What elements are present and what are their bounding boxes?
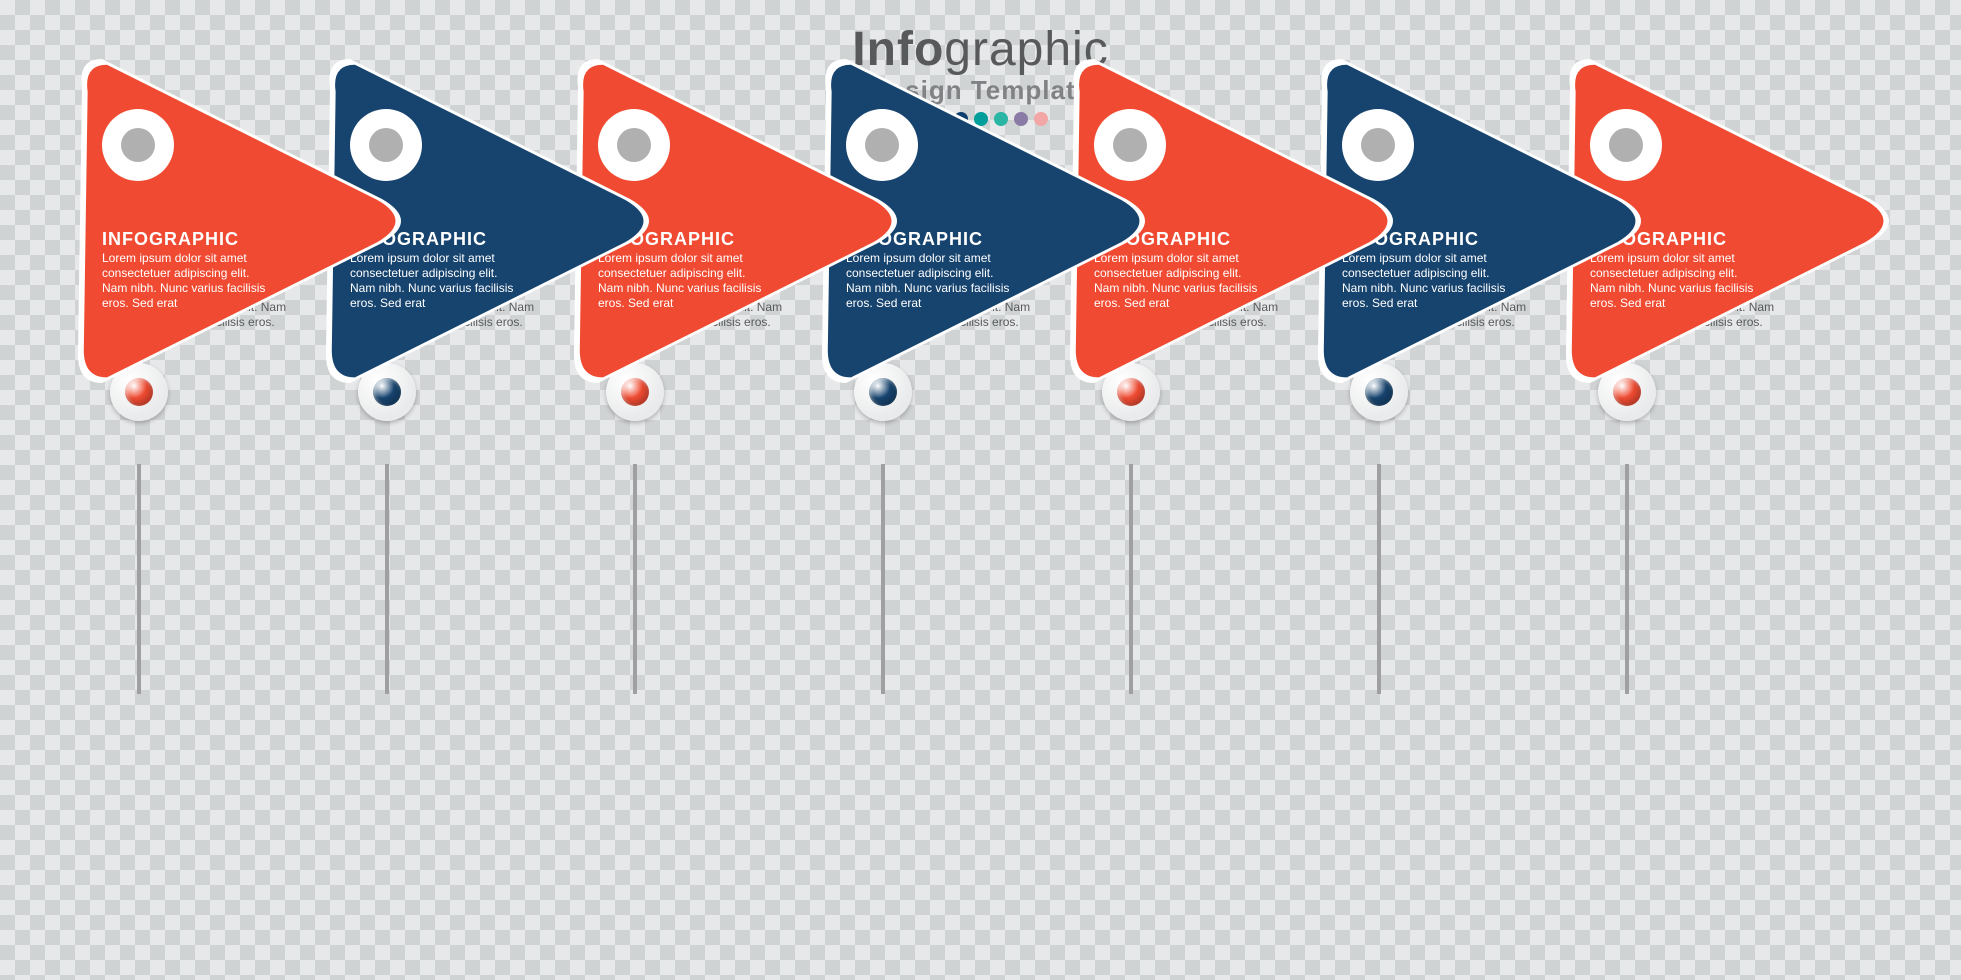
- arrow-triangle: INFOGRAPHICLorem ipsum dolor sit amet co…: [72, 51, 432, 391]
- connector-stem: [385, 464, 389, 694]
- items-row: INFOGRAPHICLorem ipsum dolor sit amet co…: [0, 170, 1961, 960]
- lower-body: Lorem ipsum dolor sit amet consectetuer …: [102, 251, 272, 311]
- connector-stem: [1377, 464, 1381, 694]
- connector-stem: [1129, 464, 1133, 694]
- step-1: INFOGRAPHICLorem ipsum dolor sit amet co…: [110, 170, 390, 421]
- connector-stem: [633, 464, 637, 694]
- lower-title: INFOGRAPHIC: [102, 229, 239, 250]
- socket: [102, 109, 174, 181]
- connector-stem: [1625, 464, 1629, 694]
- connector-stem: [881, 464, 885, 694]
- infographic-stage: Infographic Design Template INFOGRAPHICL…: [0, 0, 1961, 980]
- connector-stem: [137, 464, 141, 694]
